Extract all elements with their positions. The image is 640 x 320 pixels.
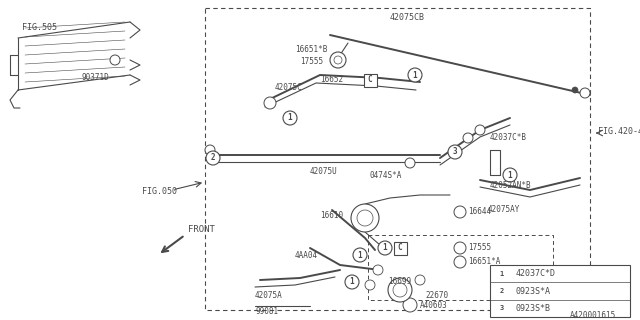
- Circle shape: [496, 268, 508, 280]
- Circle shape: [345, 275, 359, 289]
- Circle shape: [206, 151, 220, 165]
- Text: 99081: 99081: [255, 308, 278, 316]
- Circle shape: [454, 256, 466, 268]
- Circle shape: [475, 125, 485, 135]
- Circle shape: [283, 111, 297, 125]
- Circle shape: [330, 52, 346, 68]
- Circle shape: [334, 56, 342, 64]
- Bar: [205, 8, 590, 310]
- Circle shape: [454, 242, 466, 254]
- Text: FIG.050: FIG.050: [142, 188, 177, 196]
- Text: FRONT: FRONT: [188, 226, 215, 235]
- Text: 16651*A: 16651*A: [468, 258, 500, 267]
- Bar: [364, 74, 376, 86]
- Circle shape: [353, 248, 367, 262]
- Circle shape: [405, 158, 415, 168]
- Circle shape: [448, 145, 462, 159]
- Text: 0474S*A: 0474S*A: [370, 171, 403, 180]
- Text: 2: 2: [211, 154, 215, 163]
- Circle shape: [205, 145, 215, 155]
- Circle shape: [580, 88, 590, 98]
- Circle shape: [264, 97, 276, 109]
- Circle shape: [572, 87, 578, 93]
- Text: A40603: A40603: [420, 300, 448, 309]
- Circle shape: [408, 68, 422, 82]
- Circle shape: [503, 168, 517, 182]
- Text: 16610: 16610: [320, 211, 343, 220]
- Circle shape: [388, 278, 412, 302]
- Circle shape: [351, 204, 379, 232]
- Text: 0923S*A: 0923S*A: [516, 286, 551, 295]
- Text: C: C: [368, 76, 372, 84]
- Text: 42075A: 42075A: [255, 291, 283, 300]
- Text: 1: 1: [413, 70, 417, 79]
- Circle shape: [454, 206, 466, 218]
- Text: 42075AY: 42075AY: [488, 205, 520, 214]
- Circle shape: [415, 275, 425, 285]
- Text: 1: 1: [383, 244, 387, 252]
- Text: 1: 1: [349, 277, 355, 286]
- Circle shape: [496, 302, 508, 314]
- Circle shape: [496, 285, 508, 297]
- Circle shape: [373, 265, 383, 275]
- Text: 2: 2: [500, 288, 504, 294]
- Text: 17555: 17555: [468, 244, 491, 252]
- Bar: [394, 242, 406, 254]
- Text: 16651*B: 16651*B: [295, 45, 328, 54]
- Text: 90371D: 90371D: [82, 74, 109, 83]
- Text: 3: 3: [500, 305, 504, 311]
- Text: 42075U: 42075U: [310, 167, 338, 177]
- Text: 17555: 17555: [300, 58, 323, 67]
- Circle shape: [403, 298, 417, 312]
- Circle shape: [463, 133, 473, 143]
- Text: 16644: 16644: [468, 207, 491, 217]
- Text: 3: 3: [452, 148, 458, 156]
- Circle shape: [393, 283, 407, 297]
- Text: 22670: 22670: [425, 291, 448, 300]
- Text: 4AA04: 4AA04: [295, 251, 318, 260]
- Text: 42052AN*B: 42052AN*B: [490, 180, 532, 189]
- Bar: [368, 235, 553, 300]
- Text: 42075CB: 42075CB: [390, 13, 425, 22]
- Text: FIG.420-4: FIG.420-4: [598, 127, 640, 137]
- Text: 0923S*B: 0923S*B: [516, 304, 551, 313]
- Text: 42075C: 42075C: [275, 84, 303, 92]
- Text: C: C: [397, 244, 403, 252]
- Text: 16699: 16699: [388, 277, 411, 286]
- Text: 42037C*B: 42037C*B: [490, 133, 527, 142]
- Text: A420001615: A420001615: [570, 310, 616, 319]
- Text: 42037C*D: 42037C*D: [516, 269, 556, 278]
- Text: 1: 1: [508, 171, 512, 180]
- Text: FIG.505: FIG.505: [22, 23, 57, 33]
- Text: 1: 1: [358, 251, 362, 260]
- Text: 1: 1: [288, 114, 292, 123]
- Bar: [490, 265, 630, 317]
- Circle shape: [110, 55, 120, 65]
- Circle shape: [357, 210, 373, 226]
- Text: 1: 1: [500, 271, 504, 277]
- Circle shape: [378, 241, 392, 255]
- Text: 16652: 16652: [320, 76, 343, 84]
- Circle shape: [365, 280, 375, 290]
